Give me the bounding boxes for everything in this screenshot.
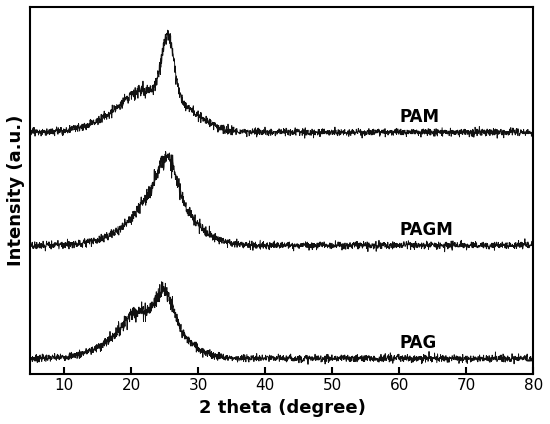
X-axis label: 2 theta (degree): 2 theta (degree) bbox=[199, 399, 365, 417]
Text: PAG: PAG bbox=[399, 334, 437, 352]
Y-axis label: Intensity (a.u.): Intensity (a.u.) bbox=[7, 114, 25, 266]
Text: PAGM: PAGM bbox=[399, 221, 453, 239]
Text: PAM: PAM bbox=[399, 108, 439, 126]
